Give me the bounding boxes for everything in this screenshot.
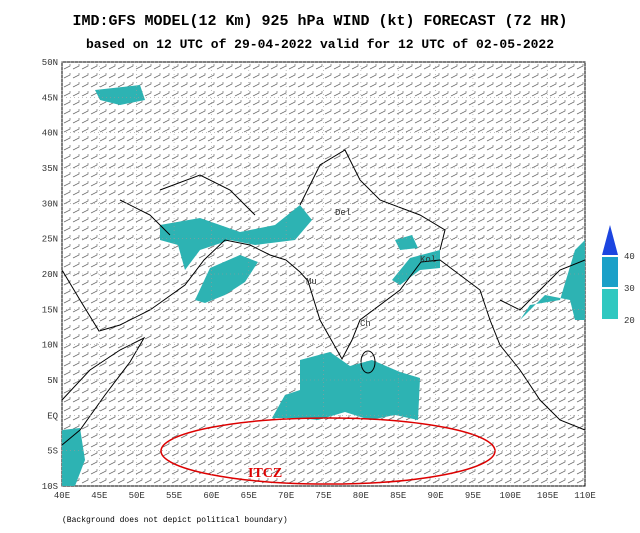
shade [395,235,418,250]
shade [195,255,258,303]
place: Kol [420,255,436,265]
legend-label: 40 [624,252,635,262]
lon-label: 60E [203,491,219,501]
lat-label: 20N [42,270,58,280]
lon-label: 90E [427,491,443,501]
shade [160,205,312,270]
lon-label: 50E [129,491,145,501]
legend-swatch [602,225,618,255]
lat-label: 30N [42,199,58,209]
lat-label: 35N [42,164,58,174]
itcz-label: ITCZ [248,466,282,481]
legend-label: 30 [624,284,635,294]
place: Del [335,208,351,218]
coastline [61,239,287,332]
wind-speed-shading [62,85,585,486]
title: IMD:GFS MODEL(12 Km) 925 hPa WIND (kt) F… [72,13,567,30]
shade [95,85,145,105]
lon-label: 100E [499,491,521,501]
lon-axis: 40E 45E 50E 55E 60E 65E 70E 75E 80E 85E 90E 95E 100E… [54,62,596,501]
itcz-outline [160,417,496,485]
lat-label: 25N [42,235,58,245]
lon-label: 95E [465,491,481,501]
lon-label: 45E [91,491,107,501]
place: Mu [306,277,317,287]
lat-axis: 50N 45N 40N 35N 30N 25N 20N 15N 10N 5N EQ 5S 10S [42,58,585,492]
shade [62,428,85,486]
lon-label: 75E [315,491,331,501]
subtitle: based on 12 UTC of 29-04-2022 valid for … [86,37,554,52]
map-area: Del Kol Mu Ch ITCZ [61,61,586,487]
coastline [285,259,586,431]
lon-label: 65E [241,491,257,501]
border [299,149,446,251]
lat-label: 15N [42,305,58,315]
lat-label: EQ [47,411,58,421]
coastline [119,174,256,236]
footnote: (Background does not depict political bo… [62,516,288,525]
lat-label: 50N [42,58,58,68]
coastline [499,259,586,311]
lat-label: 5S [47,447,58,457]
legend-label: 20 [624,316,635,326]
legend: 40 30 20 [602,225,635,326]
lon-label: 85E [390,491,406,501]
shade [272,352,420,420]
lon-label: 40E [54,491,70,501]
lat-label: 10S [42,482,58,492]
legend-swatch [602,257,618,287]
place: Ch [360,319,371,329]
lon-label: 70E [278,491,294,501]
lat-label: 45N [42,93,58,103]
lon-label: 80E [353,491,369,501]
lon-label: 105E [537,491,559,501]
lon-label: 55E [166,491,182,501]
coastlines [61,149,586,446]
shade [520,240,585,320]
lon-label: 110E [574,491,596,501]
legend-swatch [602,289,618,319]
lat-label: 5N [47,376,58,386]
lat-label: 40N [42,129,58,139]
shade [392,250,440,285]
lat-label: 10N [42,341,58,351]
